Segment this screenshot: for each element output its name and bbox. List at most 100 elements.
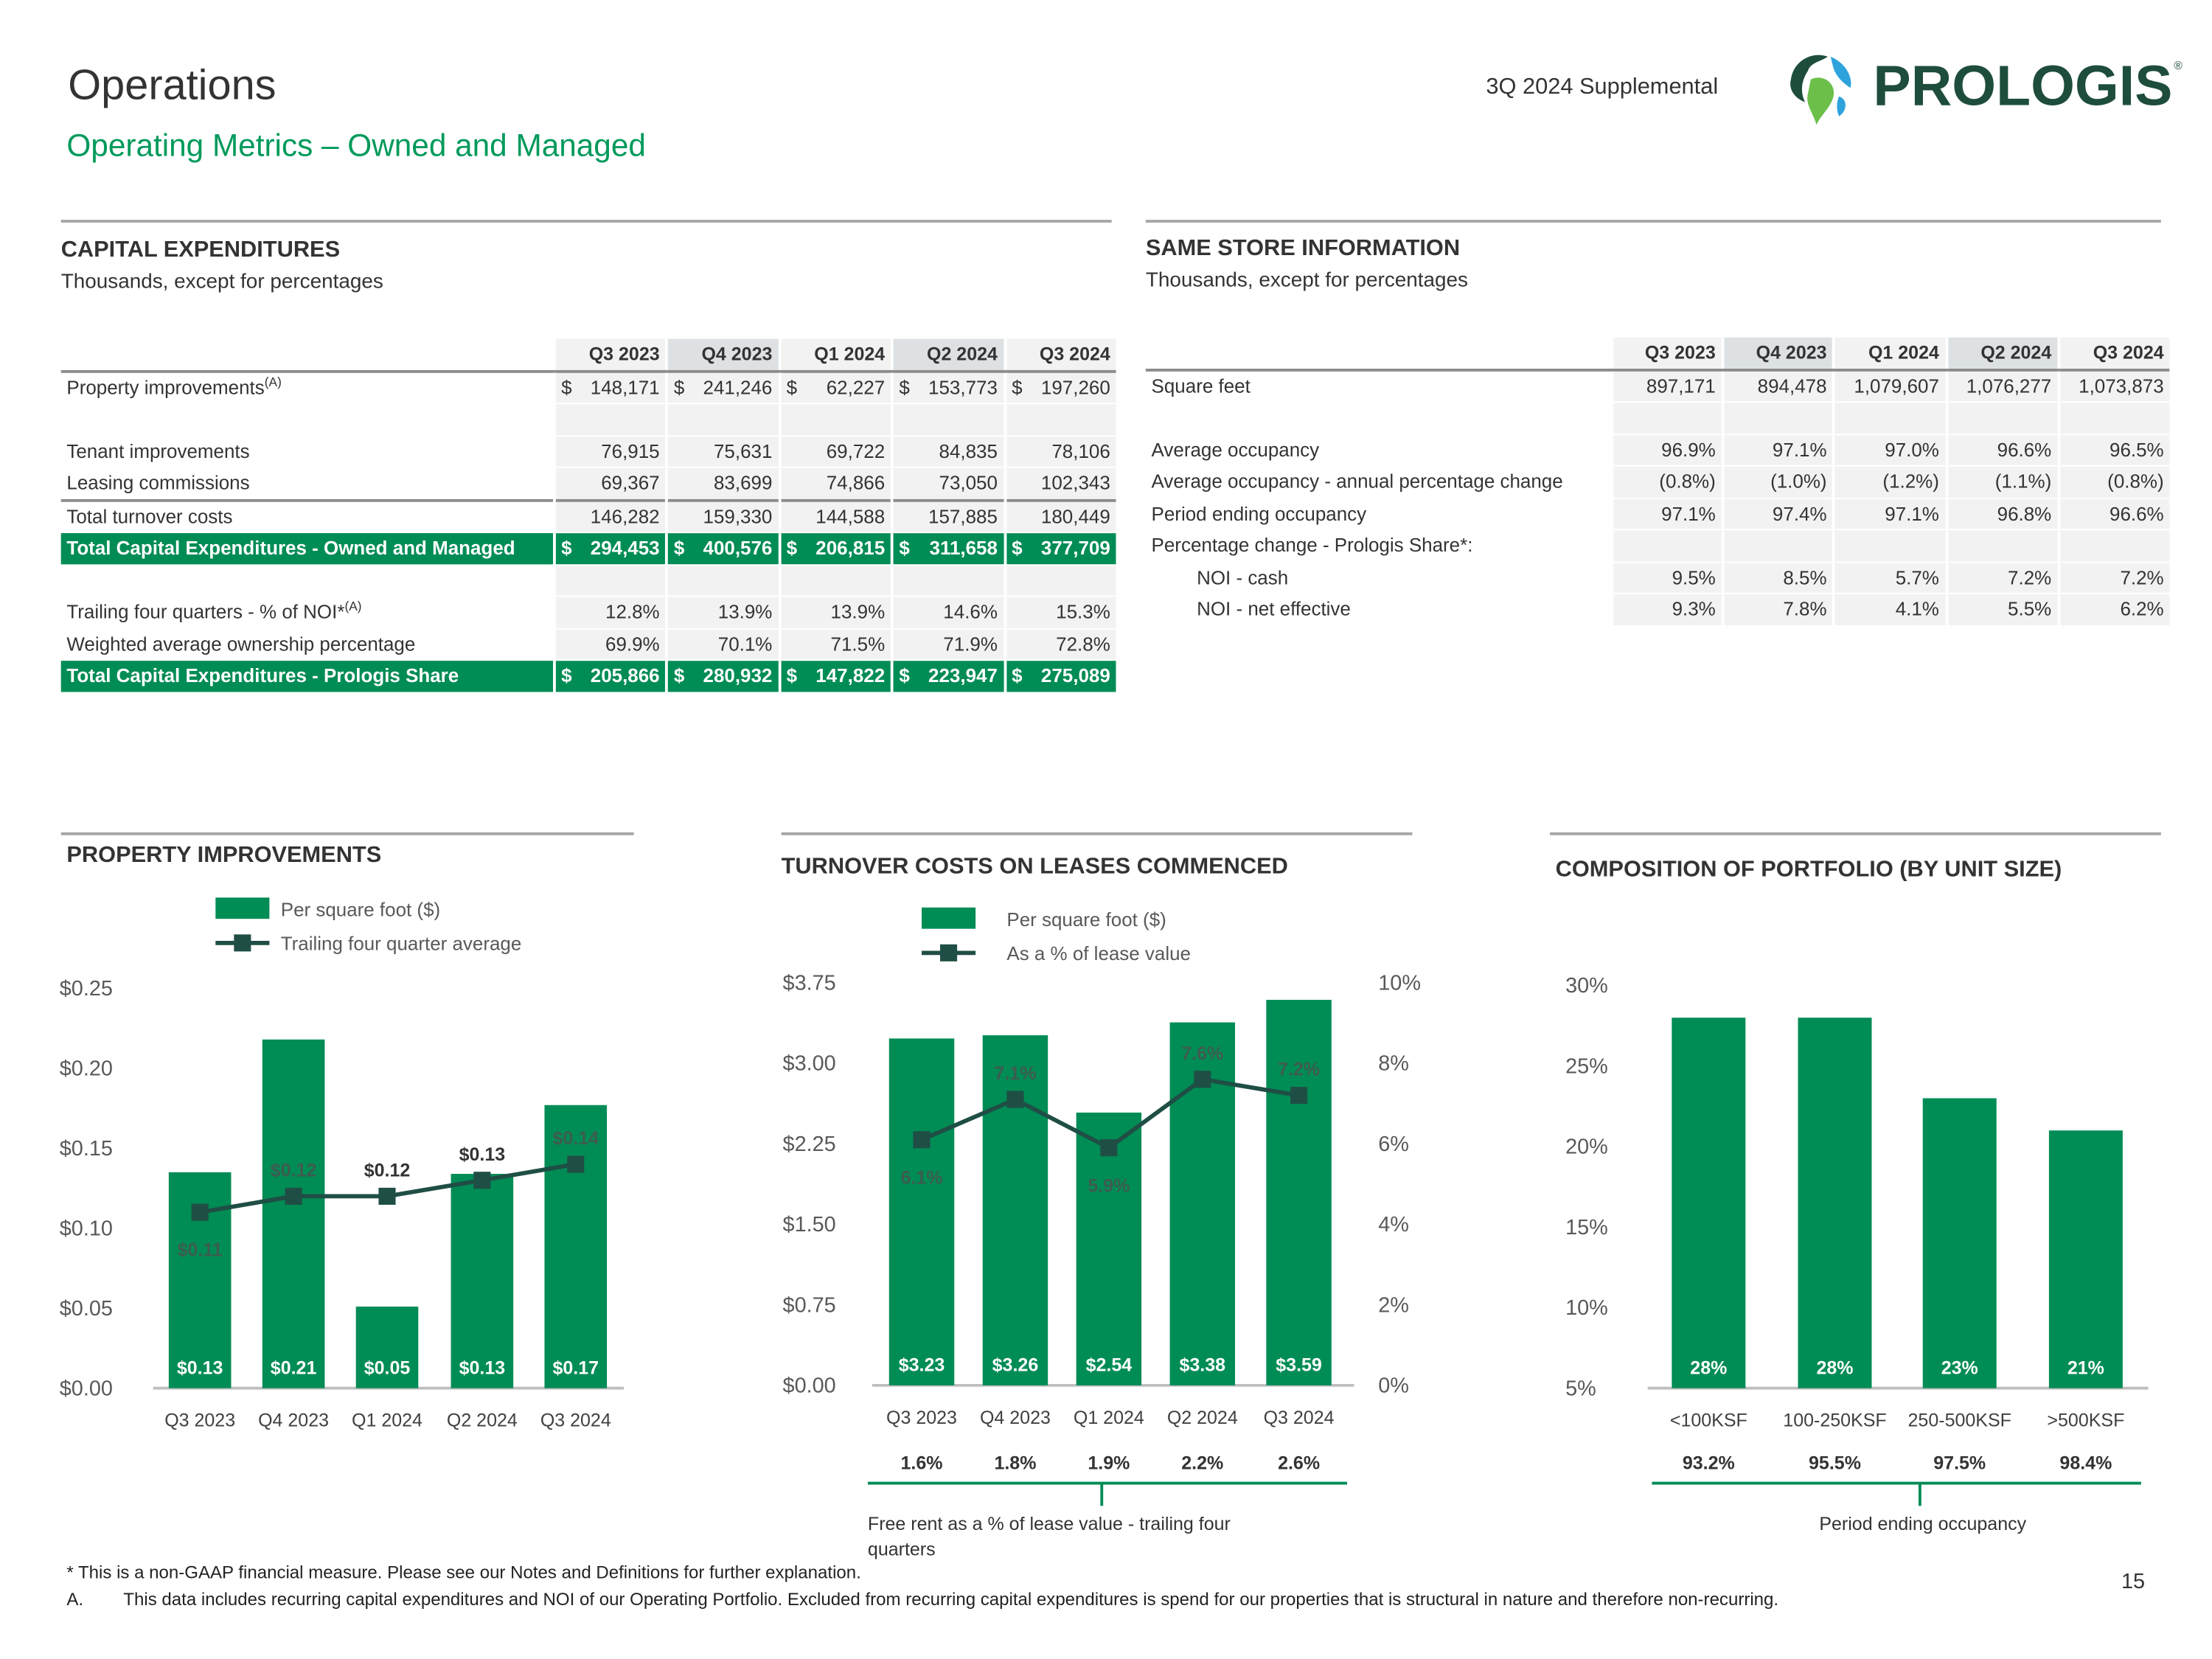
y-tick-label: $0.10 (60, 1217, 113, 1240)
y-tick-label: $3.00 (783, 1052, 836, 1076)
table-cell (2056, 402, 2170, 435)
table-cell: 13.9% (778, 596, 892, 629)
table-cell: 75,631 (665, 435, 780, 468)
table-cell: 13.9% (665, 596, 780, 629)
table-cell: 9.3% (1610, 593, 1723, 627)
row-label: Average occupancy - annual percentage ch… (1151, 470, 1563, 493)
dollar-value: $62,227 (787, 372, 886, 403)
cell-value: 153,773 (928, 376, 998, 398)
table-cell: 76,915 (552, 435, 667, 468)
bar (1922, 1098, 1997, 1388)
currency-symbol: $ (786, 537, 798, 559)
row-label: Trailing four quarters - % of NOI*(A) (66, 599, 362, 623)
line-marker (378, 1187, 396, 1205)
table-cell: 157,885 (890, 498, 1005, 534)
y-tick-label: $0.05 (60, 1297, 113, 1321)
table-cell (890, 564, 1005, 597)
legend-line-marker (234, 934, 251, 952)
cell-value: 205,866 (590, 664, 660, 686)
table-cell (1944, 529, 2059, 563)
globe-icon (1785, 54, 1851, 125)
y2-tick-label: 4% (1378, 1213, 1409, 1237)
chart-title-property-improvements: PROPERTY IMPROVEMENTS (66, 844, 382, 868)
table-cell: 5.7% (1832, 561, 1947, 594)
table-cell: 96.8% (1944, 498, 2059, 531)
table-cell: 14.6% (890, 596, 1005, 629)
table-row: Total Capital Expenditures - Prologis Sh… (60, 660, 1116, 693)
line-value-label: 5.9% (1088, 1175, 1130, 1196)
bar (1798, 1018, 1872, 1388)
table-cell: $206,815 (778, 532, 892, 566)
table-cell: 97.1% (1832, 498, 1947, 531)
table-row: Leasing commissions 69,367 83,699 74,866 73,… (61, 467, 1116, 501)
same-store-table: Q3 2023 Q4 2023 Q1 2024 Q2 2024 Q3 2024 Squar… (1145, 337, 2170, 627)
y2-tick-label: 6% (1378, 1133, 1409, 1156)
y-tick-label: 20% (1565, 1135, 1608, 1159)
bar (888, 1038, 955, 1385)
table-cell: 84,835 (890, 435, 1005, 468)
legend-label: Per square foot ($) (1006, 908, 1166, 931)
y-tick-label: $0.25 (60, 977, 113, 1001)
table-cell: (1.2%) (1832, 465, 1947, 498)
prologis-logo: PROLOGIS ® (1779, 48, 2191, 128)
table-cell: 146,282 (552, 498, 667, 534)
dollar-value: $148,171 (561, 372, 660, 403)
dollar-value: $377,709 (1012, 533, 1110, 563)
y-tick-label: $1.50 (783, 1213, 836, 1237)
x-tick-label: Q3 2023 (164, 1411, 235, 1431)
page-subtitle: Operating Metrics – Owned and Managed (66, 128, 646, 164)
table-cell: 73,050 (890, 467, 1005, 501)
cell-value: 206,815 (815, 537, 886, 559)
footnote-a-text: This data includes recurring capital exp… (123, 1589, 1779, 1610)
table-row: Property improvements(A) $148,171 $241,246… (61, 370, 1116, 405)
line-value-label: 6.1% (901, 1167, 943, 1188)
row-label: Total Capital Expenditures - Owned and M… (60, 532, 554, 565)
bar-value-label: $0.17 (552, 1357, 599, 1378)
dollar-value: $223,947 (899, 661, 998, 691)
table-cell: 15.3% (1003, 596, 1116, 629)
currency-symbol: $ (673, 664, 685, 686)
cell-value: 223,947 (928, 664, 998, 686)
footnote-a-marker: A. (66, 1589, 84, 1610)
bar (2048, 1130, 2123, 1388)
table-row (1146, 402, 2170, 435)
table-cell: (0.8%) (2056, 465, 2170, 498)
y-tick-label: $0.20 (60, 1057, 113, 1080)
table-cell: (1.0%) (1721, 465, 1834, 498)
table-cell: (1.1%) (1944, 465, 2059, 498)
row-label: NOI - cash (1197, 566, 1289, 588)
table-cell: 97.1% (1721, 434, 1834, 467)
y2-tick-label: 0% (1378, 1374, 1409, 1397)
bar (1266, 1000, 1332, 1385)
table-cell (552, 403, 667, 437)
table-cell: 102,343 (1003, 467, 1116, 501)
cell-value: 294,453 (590, 537, 660, 559)
table-cell: 97.0% (1832, 434, 1947, 467)
footer-value: 2.6% (1278, 1453, 1320, 1473)
divider (60, 832, 634, 835)
bar-value-label: $3.26 (992, 1355, 1039, 1376)
currency-symbol: $ (561, 376, 572, 398)
x-tick-label: Q1 2024 (1074, 1408, 1144, 1428)
row-label: Weighted average ownership percentage (66, 633, 416, 655)
footer-value: 97.5% (1933, 1453, 1986, 1473)
chart-title-turnover-costs: TURNOVER COSTS ON LEASES COMMENCED (781, 855, 1288, 880)
table-cell: $241,246 (665, 370, 780, 405)
line-marker (1006, 1091, 1024, 1108)
table-cell (1721, 402, 1834, 435)
table-row: Total turnover costs 146,282 159,330 144,58… (60, 498, 1116, 534)
table-cell: 894,478 (1721, 369, 1834, 403)
cell-value: 280,932 (703, 664, 773, 686)
cell-value: 275,089 (1040, 664, 1110, 686)
legend-label: As a % of lease value (1006, 942, 1191, 964)
table-cell: 96.5% (2056, 434, 2170, 467)
row-label: Period ending occupancy (1151, 502, 1367, 524)
bar (1076, 1112, 1142, 1385)
table-cell (665, 564, 780, 597)
currency-symbol: $ (786, 376, 798, 398)
row-label: Square feet (1151, 375, 1251, 397)
currency-symbol: $ (561, 537, 572, 559)
table-cell: (0.8%) (1610, 465, 1723, 498)
